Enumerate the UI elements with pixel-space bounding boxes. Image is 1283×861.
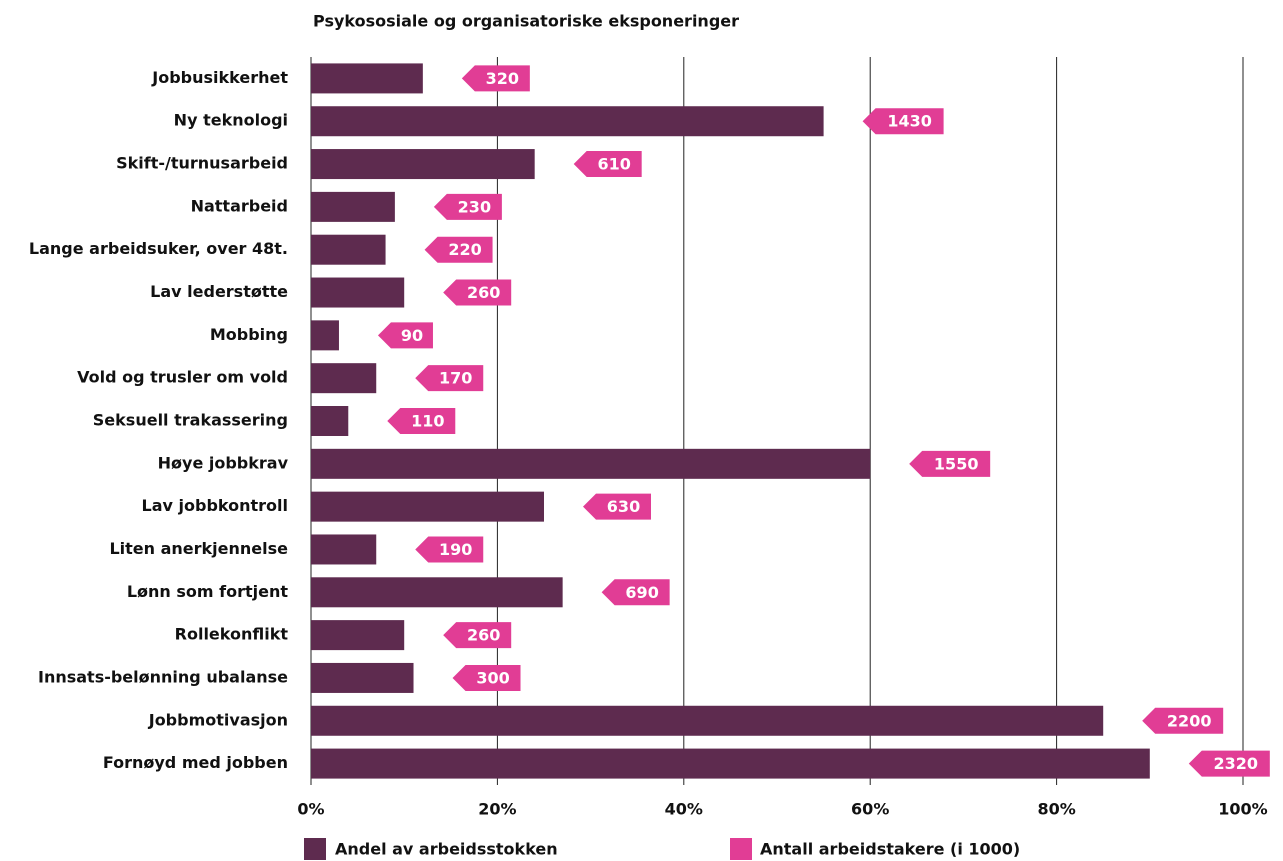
count-tag (461, 65, 530, 92)
legend-label: Antall arbeidstakere (i 1000) (760, 840, 1020, 859)
bar (311, 491, 544, 522)
count-tag (583, 493, 651, 520)
count-tag (424, 236, 493, 263)
chart-title: Psykososiale og organisatoriske eksponer… (313, 12, 739, 31)
y-tick-label: Seksuell trakassering (93, 411, 288, 430)
x-tick-label: 0% (297, 800, 324, 819)
bar (311, 277, 405, 308)
y-tick-label: Vold og trusler om vold (77, 368, 288, 387)
count-tag (1142, 707, 1224, 734)
count-tag (452, 664, 521, 691)
y-tick-label: Lav jobbkontroll (142, 496, 288, 515)
count-label: 610 (597, 155, 630, 174)
x-tick-label: 60% (851, 800, 889, 819)
count-tag (443, 279, 512, 306)
count-label: 190 (439, 540, 472, 559)
y-tick-label: Fornøyd med jobben (103, 753, 288, 772)
bar (311, 662, 414, 693)
count-tag (415, 365, 484, 392)
count-label: 110 (411, 412, 444, 431)
count-tag (387, 408, 456, 434)
count-tag (1188, 750, 1270, 777)
x-tick-label: 100% (1218, 800, 1267, 819)
count-label: 1430 (887, 112, 932, 131)
y-tick-label: Mobbing (210, 325, 288, 344)
y-tick-label: Jobbmotivasjon (148, 710, 288, 729)
count-label: 630 (607, 497, 640, 516)
bar (311, 63, 423, 94)
x-tick-label: 20% (478, 800, 516, 819)
count-tag (862, 108, 944, 135)
count-label: 320 (486, 69, 519, 88)
bar (311, 705, 1104, 736)
bar (311, 748, 1150, 779)
count-label: 170 (439, 369, 472, 388)
y-tick-label: Rollekonflikt (175, 625, 289, 644)
count-tag (909, 450, 991, 477)
y-tick-label: Innsats-belønning ubalanse (38, 667, 288, 686)
legend-swatch (730, 838, 752, 860)
count-tag (433, 193, 502, 220)
y-tick-label: Liten anerkjennelse (109, 539, 288, 558)
legend-swatch (304, 838, 326, 860)
bar (311, 191, 395, 222)
x-tick-label: 40% (665, 800, 703, 819)
bar (311, 577, 563, 608)
count-label: 90 (401, 326, 423, 345)
bar (311, 149, 535, 180)
bar (311, 320, 339, 351)
y-tick-label: Nattarbeid (191, 196, 288, 215)
count-label: 690 (625, 583, 658, 602)
count-tag (415, 536, 484, 563)
count-label: 260 (467, 283, 500, 302)
y-tick-label: Lange arbeidsuker, over 48t. (29, 239, 288, 258)
count-tag (601, 579, 670, 606)
count-tag (443, 622, 512, 649)
legend-label: Andel av arbeidsstokken (335, 840, 558, 859)
bar (311, 106, 824, 137)
y-tick-label: Ny teknologi (174, 111, 288, 130)
count-label: 260 (467, 626, 500, 645)
y-tick-label: Lav lederstøtte (150, 282, 288, 301)
y-tick-label: Lønn som fortjent (127, 582, 289, 601)
count-label: 2320 (1214, 754, 1259, 773)
count-tag (377, 322, 433, 349)
count-label: 2200 (1167, 711, 1212, 730)
count-tag (573, 151, 642, 178)
bar (311, 363, 377, 394)
count-label: 230 (458, 197, 491, 216)
count-label: 300 (476, 668, 509, 687)
count-label: 220 (448, 240, 481, 259)
y-tick-label: Skift-/turnusarbeid (116, 154, 288, 173)
y-tick-label: Høye jobbkrav (158, 453, 289, 472)
count-label: 1550 (934, 454, 979, 473)
x-tick-label: 80% (1037, 800, 1075, 819)
bar (311, 534, 377, 565)
y-tick-label: Jobbusikkerhet (151, 68, 288, 87)
bar (311, 406, 349, 436)
bar (311, 234, 386, 265)
bar (311, 448, 871, 479)
bar (311, 620, 405, 651)
